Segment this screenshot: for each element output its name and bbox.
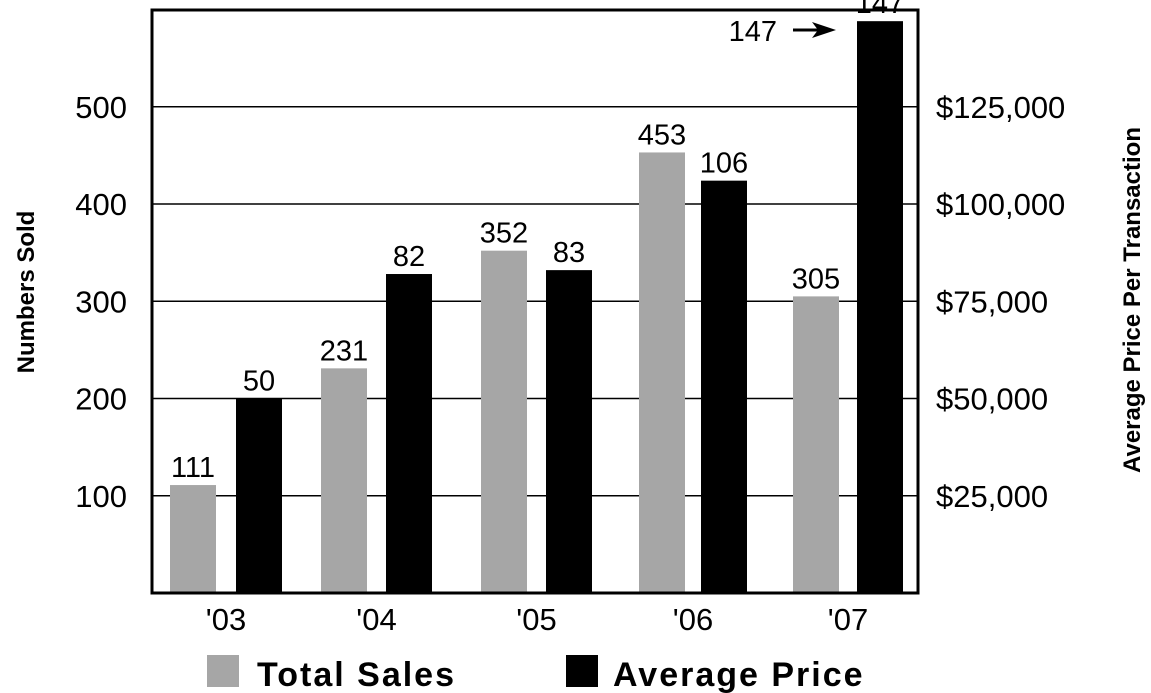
- right-tick-label: $100,000: [936, 187, 1065, 222]
- data-label-total-sales: 453: [638, 119, 686, 151]
- data-label-total-sales: 305: [792, 263, 840, 295]
- data-labels: 111 50 231 82 352 83 453 106 305 147: [171, 0, 904, 484]
- x-axis-ticks: '03 '04 '05 '06 '07: [206, 602, 868, 637]
- bar-total-sales: [793, 296, 839, 593]
- legend-label-total-sales: Total Sales: [257, 656, 456, 693]
- plot-frame: [150, 8, 920, 595]
- right-tick-label: $125,000: [936, 90, 1065, 125]
- bar-average-price: [386, 274, 432, 593]
- data-label-total-sales: 231: [320, 335, 368, 367]
- right-tick-label: $50,000: [936, 382, 1048, 417]
- bar-total-sales: [321, 368, 367, 593]
- x-tick-label: '05: [516, 602, 556, 637]
- left-tick-label: 200: [75, 382, 127, 417]
- left-tick-label: 100: [75, 479, 127, 514]
- right-axis-ticks: $25,000 $50,000 $75,000 $100,000 $125,000: [936, 90, 1065, 514]
- data-label-average-price: 50: [243, 366, 275, 398]
- legend-swatch-average-price: [566, 655, 598, 687]
- right-tick-label: $25,000: [936, 479, 1048, 514]
- right-tick-label: $75,000: [936, 284, 1048, 319]
- bar-average-price: [236, 398, 282, 593]
- legend-swatch-total-sales: [207, 655, 239, 687]
- bar-average-price: [701, 180, 747, 593]
- x-tick-label: '07: [828, 602, 868, 637]
- annotation-arrow-icon: [812, 22, 836, 38]
- legend-label-average-price: Average Price: [613, 656, 865, 693]
- bar-average-price: [546, 270, 592, 593]
- x-tick-label: '06: [673, 602, 713, 637]
- x-tick-label: '04: [356, 602, 396, 637]
- data-label-total-sales: 111: [171, 452, 215, 484]
- annotation-147: 147: [729, 16, 836, 48]
- legend: Total Sales Average Price: [207, 655, 865, 693]
- annotation-text: 147: [729, 16, 777, 48]
- left-axis-ticks: 100 200 300 400 500: [75, 90, 127, 514]
- bars: [170, 21, 903, 594]
- left-tick-label: 400: [75, 187, 127, 222]
- data-label-total-sales: 352: [480, 218, 528, 250]
- bar-average-price: [857, 21, 903, 594]
- data-label-average-price: 83: [553, 237, 585, 269]
- bar-total-sales: [481, 250, 527, 593]
- left-tick-label: 300: [75, 284, 127, 319]
- bar-total-sales: [639, 152, 685, 593]
- data-label-average-price: 106: [700, 148, 748, 180]
- x-tick-label: '03: [206, 602, 246, 637]
- right-axis-title: Average Price Per Transaction: [1119, 127, 1146, 473]
- left-axis-title: Numbers Sold: [13, 211, 40, 374]
- data-label-average-price: 82: [393, 241, 425, 273]
- bar-total-sales: [170, 485, 216, 593]
- left-tick-label: 500: [75, 90, 127, 125]
